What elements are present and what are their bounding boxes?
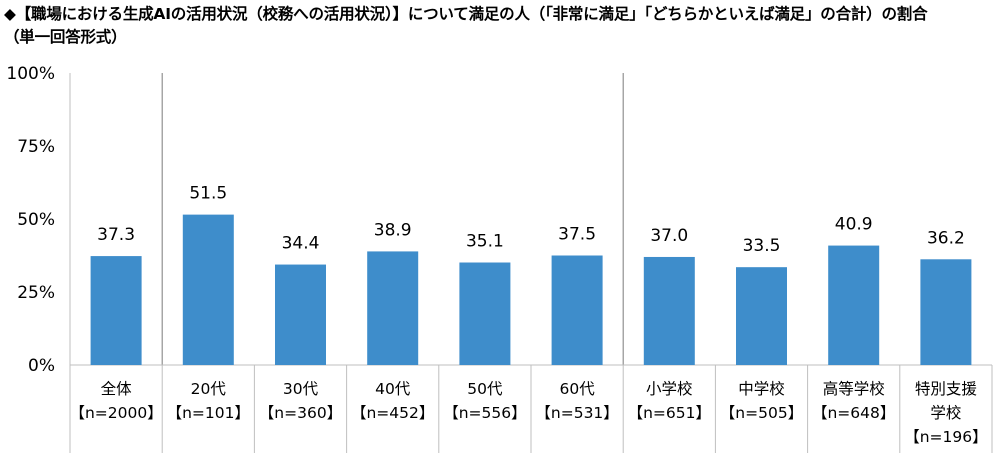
bar [551,255,603,365]
bar [736,267,787,365]
x-tick-label: 【n=505】 [720,404,803,422]
bar [828,245,880,365]
x-tick-label: 【n=101】 [167,404,250,422]
x-tick-label: 高等学校 [823,380,885,398]
x-tick-label: 50代 [467,380,503,398]
data-label: 38.9 [374,220,412,240]
bar [90,256,142,365]
x-tick-label: 【n=531】 [535,404,618,422]
data-label: 36.2 [927,228,965,248]
chart-title-line-1: ◆【職場における生成AIの活用状況（校務への活用状況）】について満足の人（「非常… [4,5,928,23]
bar [182,214,234,365]
y-tick-label: 0% [28,356,55,376]
chart-title: ◆【職場における生成AIの活用状況（校務への活用状況）】について満足の人（「非常… [4,3,928,49]
x-tick-label: 【n=651】 [628,404,711,422]
data-label: 37.3 [97,225,135,245]
x-tick-label: 特別支援 [915,380,978,398]
x-tick-label: 30代 [283,380,319,398]
bar [367,251,419,365]
data-label: 33.5 [743,236,781,256]
x-tick-label: 20代 [191,380,227,398]
x-tick-label: 全体 [101,380,133,398]
data-label: 35.1 [466,232,504,252]
x-tick-label: 【n=648】 [812,404,895,422]
data-label: 51.5 [189,184,227,204]
x-tick-label: 【n=452】 [351,404,434,422]
x-tick-label: 【n=556】 [443,404,526,422]
y-tick-label: 50% [17,210,55,230]
bar [643,256,695,365]
x-tick-label: 中学校 [738,380,785,398]
data-label: 37.5 [558,225,596,245]
x-tick-label: 小学校 [646,380,693,398]
bar [459,262,511,365]
x-tick-label: 【n=196】 [904,428,987,446]
y-tick-label: 75% [17,137,55,157]
data-label: 37.0 [650,226,688,246]
x-tick-label: 学校 [930,404,961,422]
bar [920,259,972,365]
x-tick-label: 【n=2000】 [69,404,162,422]
data-label: 40.9 [835,215,873,235]
x-tick-label: 【n=360】 [259,404,342,422]
y-tick-label: 25% [17,283,55,303]
x-tick-label: 40代 [375,380,411,398]
y-tick-label: 100% [6,64,55,84]
bar [275,264,326,365]
chart-title-line-2: （単一回答形式） [4,28,127,46]
data-label: 34.4 [282,234,320,254]
x-tick-label: 60代 [559,380,595,398]
